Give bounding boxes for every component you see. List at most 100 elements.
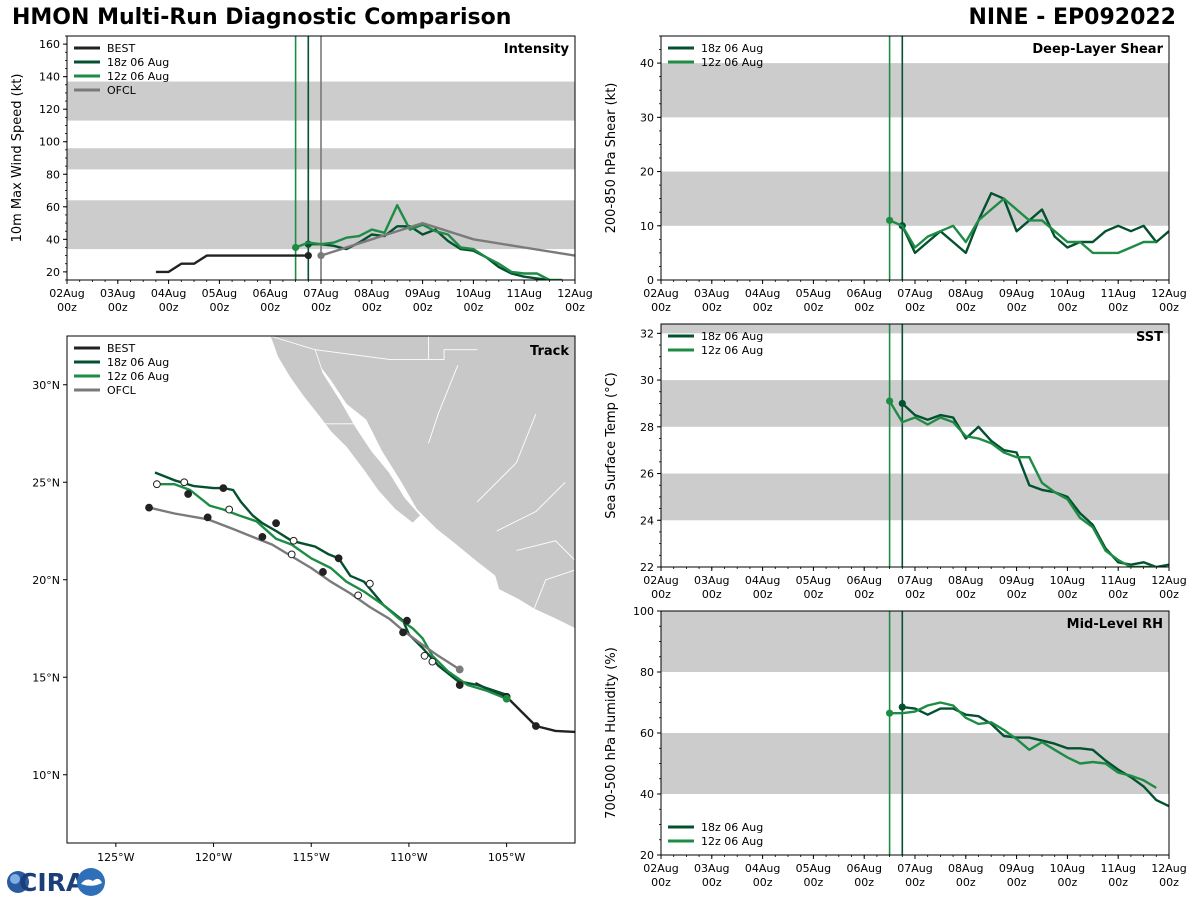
intensity-xtick-label: 11Aug bbox=[506, 287, 541, 300]
sst-xtick-label: 09Aug bbox=[999, 574, 1034, 587]
rh-panel: 2040608010002Aug00z03Aug00z04Aug00z05Aug… bbox=[604, 605, 1187, 889]
state-border-6 bbox=[533, 569, 575, 610]
shear-ytick-label: 20 bbox=[640, 166, 654, 179]
rh-xtick-label-hour: 00z bbox=[1058, 876, 1078, 889]
state-border-5 bbox=[516, 540, 575, 561]
rh-series-12z-06-aug bbox=[889, 701, 1157, 789]
sst-xtick-label-hour: 00z bbox=[651, 588, 671, 601]
legend-label-18z-06-aug: 18z 06 Aug bbox=[107, 56, 169, 69]
track-ytick-label: 15°N bbox=[32, 671, 60, 684]
intensity-xtick-label: 02Aug bbox=[49, 287, 84, 300]
shear-panel: 01020304002Aug00z03Aug00z04Aug00z05Aug00… bbox=[604, 35, 1187, 314]
shear-xtick-label-hour: 00z bbox=[753, 301, 773, 314]
shear-series-18z-06-aug bbox=[901, 191, 1169, 255]
shear-band-1 bbox=[661, 63, 1169, 118]
legend-label-best: BEST bbox=[107, 42, 135, 55]
sst-ytick-label: 22 bbox=[640, 561, 654, 574]
shear-xtick-label-hour: 00z bbox=[1159, 301, 1179, 314]
track-series-12z-06-aug bbox=[154, 483, 508, 700]
track-marker-ofcl bbox=[287, 550, 296, 559]
track-ytick-label: 25°N bbox=[32, 476, 60, 489]
rh-band-0 bbox=[661, 733, 1169, 794]
sst-xtick-label-hour: 00z bbox=[702, 588, 722, 601]
track-marker-12z-06-aug bbox=[180, 478, 189, 487]
cira-logo: CIRA bbox=[7, 868, 105, 897]
shear-xtick-label: 10Aug bbox=[1050, 287, 1085, 300]
track-frame bbox=[66, 335, 576, 844]
rh-xtick-label: 11Aug bbox=[1100, 862, 1135, 875]
intensity-xtick-label-hour: 00z bbox=[464, 301, 484, 314]
intensity-xtick-label: 09Aug bbox=[405, 287, 440, 300]
sst-frame bbox=[660, 323, 1170, 568]
intensity-series-12z-06-aug bbox=[295, 203, 563, 280]
shear-ytick-label: 10 bbox=[640, 220, 654, 233]
sst-xtick-label: 02Aug bbox=[643, 574, 678, 587]
track-marker-ofcl bbox=[319, 568, 327, 576]
track-series-ofcl bbox=[148, 506, 461, 671]
rh-xtick-label-hour: 00z bbox=[804, 876, 824, 889]
sst-xtick-label-hour: 00z bbox=[905, 588, 925, 601]
shear-plot-area bbox=[661, 36, 1169, 280]
intensity-xtick-label: 07Aug bbox=[303, 287, 338, 300]
legend-label-ofcl: OFCL bbox=[107, 384, 137, 397]
rh-xtick-label: 10Aug bbox=[1050, 862, 1085, 875]
track-marker-ofcl bbox=[145, 503, 153, 512]
state-border-3 bbox=[476, 413, 537, 503]
track-marker-18z-06-aug bbox=[403, 616, 411, 625]
sst-ytick-label: 28 bbox=[640, 421, 654, 434]
sst-band-0 bbox=[661, 473, 1169, 521]
rh-xtick-label: 08Aug bbox=[948, 862, 983, 875]
shear-xtick-label-hour: 00z bbox=[1058, 301, 1078, 314]
rh-marker-18z-06-aug bbox=[898, 703, 906, 711]
shear-xtick-label-hour: 00z bbox=[905, 301, 925, 314]
intensity-ytick-label: 80 bbox=[46, 168, 60, 181]
intensity-xtick-label: 08Aug bbox=[354, 287, 389, 300]
intensity-ytick-label: 20 bbox=[46, 266, 60, 279]
shear-xtick-label: 05Aug bbox=[796, 287, 831, 300]
intensity-panel: 2040608010012014016002Aug00z03Aug00z04Au… bbox=[10, 35, 593, 314]
rh-marker-12z-06-aug bbox=[886, 709, 894, 717]
intensity-xtick-label: 04Aug bbox=[151, 287, 186, 300]
shear-title: Deep-Layer Shear bbox=[1032, 42, 1163, 57]
shear-band-0 bbox=[661, 171, 1169, 226]
sst-xtick-label-hour: 00z bbox=[1058, 588, 1078, 601]
legend-label-12z-06-aug: 12z 06 Aug bbox=[107, 70, 169, 83]
intensity-ylabel: 10m Max Wind Speed (kt) bbox=[10, 74, 25, 243]
state-border-0 bbox=[315, 349, 478, 360]
figure-title: HMON Multi-Run Diagnostic Comparison bbox=[12, 5, 512, 30]
rh-ytick-label: 20 bbox=[640, 849, 654, 862]
rh-band-1 bbox=[661, 611, 1169, 672]
legend-label-18z-06-aug: 18z 06 Aug bbox=[107, 356, 169, 369]
shear-series-12z-06-aug bbox=[889, 197, 1157, 255]
rh-ytick-label: 80 bbox=[640, 666, 654, 679]
track-xtick-label: 105°W bbox=[488, 851, 525, 864]
intensity-marker-best bbox=[304, 252, 312, 260]
shear-xtick-label-hour: 00z bbox=[651, 301, 671, 314]
legend-label-ofcl: OFCL bbox=[107, 84, 137, 97]
track-xtick-label: 125°W bbox=[97, 851, 134, 864]
intensity-xtick-label: 06Aug bbox=[252, 287, 287, 300]
shear-xtick-label-hour: 00z bbox=[1007, 301, 1027, 314]
rh-xtick-label: 07Aug bbox=[897, 862, 932, 875]
rh-xtick-label: 05Aug bbox=[796, 862, 831, 875]
shear-xtick-label-hour: 00z bbox=[702, 301, 722, 314]
track-xtick-label: 110°W bbox=[390, 851, 427, 864]
track-marker-18z-06-aug bbox=[184, 490, 193, 498]
track-ytick-label: 30°N bbox=[32, 379, 60, 392]
intensity-xtick-label-hour: 00z bbox=[159, 301, 179, 314]
sst-band-1 bbox=[661, 380, 1169, 427]
track-marker-best bbox=[532, 722, 540, 730]
shear-xtick-label: 06Aug bbox=[846, 287, 881, 300]
intensity-xtick-label-hour: 00z bbox=[565, 301, 585, 314]
sst-xtick-label: 04Aug bbox=[745, 574, 780, 587]
track-marker-12z-06-aug bbox=[502, 694, 511, 703]
intensity-xtick-label-hour: 00z bbox=[311, 301, 331, 314]
sst-series-12z-06-aug bbox=[888, 400, 1157, 567]
sst-xtick-label: 11Aug bbox=[1100, 574, 1135, 587]
intensity-xtick-label-hour: 00z bbox=[210, 301, 230, 314]
rh-ytick-label: 60 bbox=[640, 727, 654, 740]
intensity-xtick-label-hour: 00z bbox=[413, 301, 433, 314]
sst-xtick-label: 08Aug bbox=[948, 574, 983, 587]
shear-xtick-label-hour: 00z bbox=[804, 301, 824, 314]
track-xtick-label: 120°W bbox=[195, 851, 232, 864]
